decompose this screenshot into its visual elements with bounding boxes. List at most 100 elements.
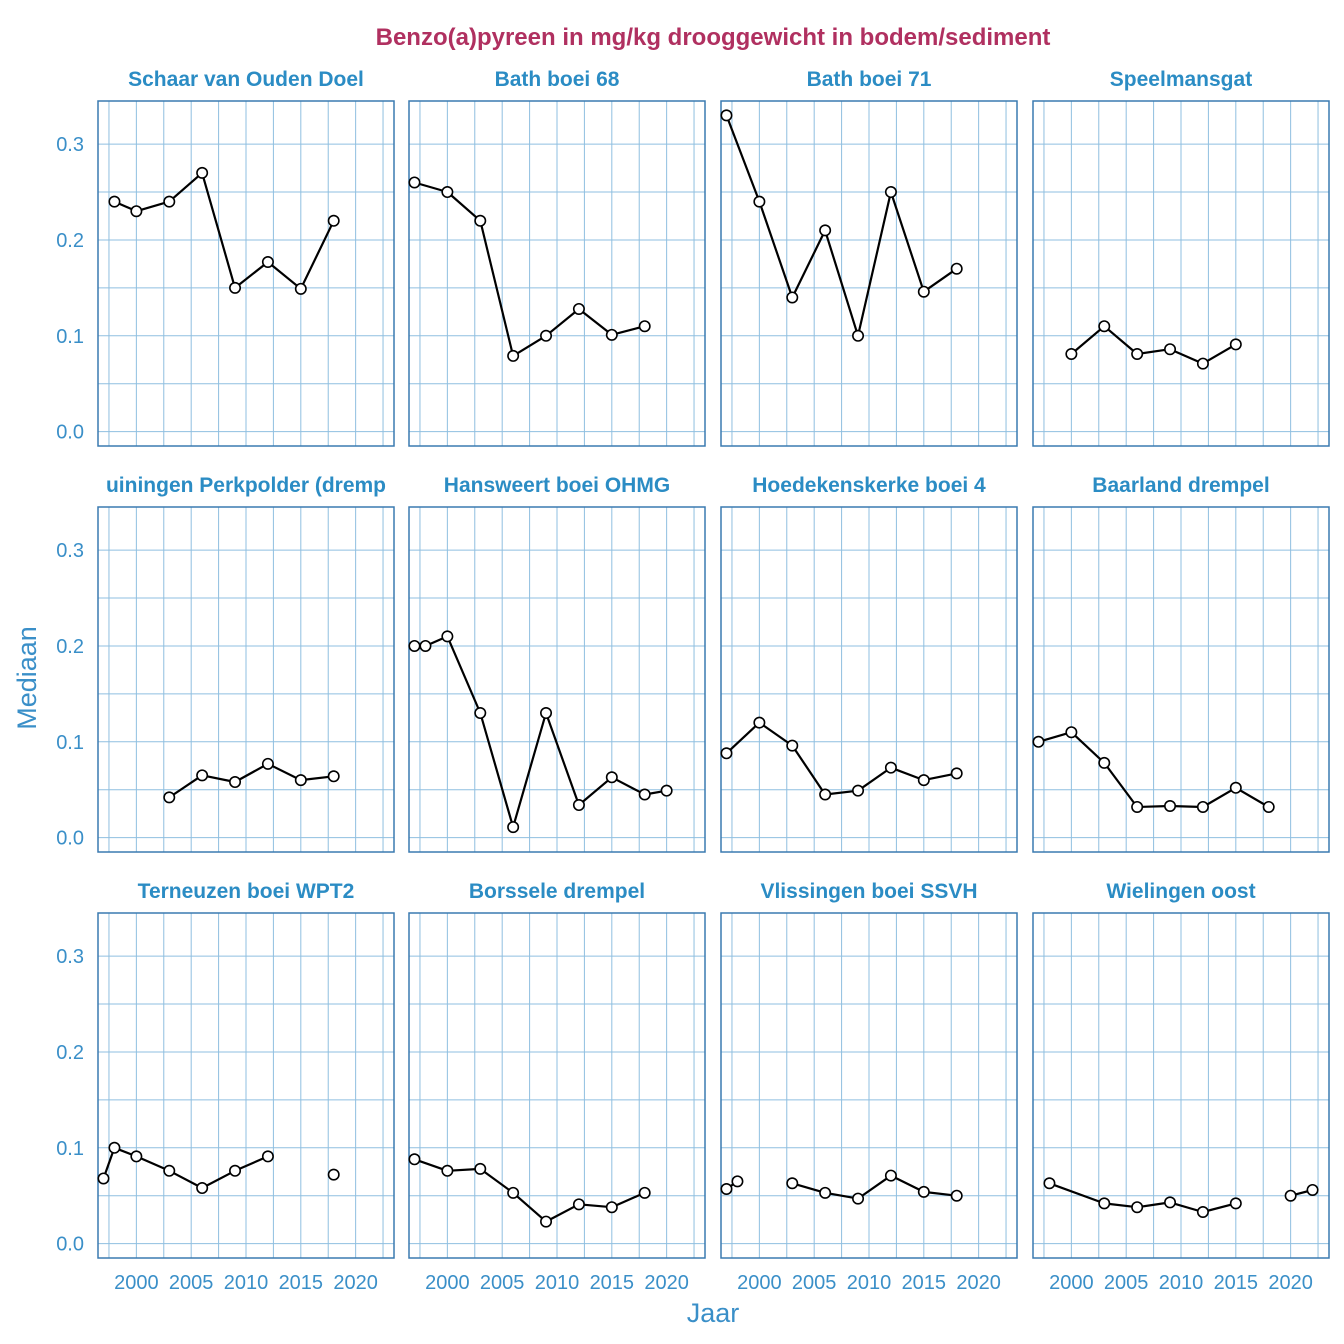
- y-tick-label: 0.0: [56, 1234, 84, 1256]
- data-point: [852, 329, 865, 342]
- x-tick-label: 2000: [425, 1272, 470, 1294]
- x-tick-label: 2000: [1049, 1272, 1094, 1294]
- y-tick-label: 0.3: [56, 540, 84, 562]
- data-point: [819, 224, 832, 237]
- data-point: [1196, 800, 1209, 813]
- data-point: [884, 761, 897, 774]
- facet-strip-label: Wielingen oost: [1106, 880, 1255, 903]
- data-point: [819, 1186, 832, 1199]
- gridlines: [98, 101, 394, 446]
- data-point: [507, 349, 520, 362]
- data-point: [884, 186, 897, 199]
- data-point: [917, 774, 930, 787]
- data-point: [196, 769, 209, 782]
- gridlines: [721, 507, 1017, 852]
- data-point: [196, 166, 209, 179]
- facet-strip-label: Bath boei 68: [495, 68, 620, 91]
- panel-border: [97, 506, 395, 853]
- panel-border: [408, 912, 706, 1259]
- x-tick-label: 2020: [333, 1272, 378, 1294]
- x-tick-label: 2015: [279, 1272, 324, 1294]
- panel-border: [720, 912, 1018, 1259]
- data-point: [163, 1164, 176, 1177]
- data-point: [294, 282, 307, 295]
- x-tick-label: 2010: [224, 1272, 269, 1294]
- data-point: [261, 255, 274, 268]
- data-point: [474, 1162, 487, 1175]
- data-point: [108, 195, 121, 208]
- data-point: [130, 1150, 143, 1163]
- facet-panel: Vlissingen boei SSVH 2000 2005 2010 2015 2020: [720, 880, 1018, 1294]
- data-point: [852, 784, 865, 797]
- facet-strip-label: Baarland drempel: [1092, 474, 1269, 497]
- data-point: [1229, 338, 1242, 351]
- data-point: [294, 774, 307, 787]
- data-point: [1098, 1197, 1111, 1210]
- data-point: [753, 716, 766, 729]
- data-point: [819, 788, 832, 801]
- data-point: [507, 821, 520, 834]
- data-point: [1306, 1183, 1319, 1196]
- gridlines: [98, 913, 394, 1258]
- panel-border: [1032, 912, 1330, 1259]
- gridlines: [721, 101, 1017, 446]
- data-point: [130, 205, 143, 218]
- data-point: [1164, 343, 1177, 356]
- data-point: [950, 767, 963, 780]
- data-point: [605, 1201, 618, 1214]
- data-point: [1196, 357, 1209, 370]
- data-point: [605, 771, 618, 784]
- data-point: [1229, 1197, 1242, 1210]
- facet-panel: Borssele drempel 2000 2005 2010 2015 2020: [408, 880, 706, 1294]
- data-point: [327, 214, 340, 227]
- y-tick-label: 0.1: [56, 326, 84, 348]
- facet-panel: Hansweert boei OHMG: [408, 474, 706, 853]
- data-point: [786, 739, 799, 752]
- data-point: [1229, 781, 1242, 794]
- x-tick-label: 2020: [1268, 1272, 1313, 1294]
- gridlines: [1033, 101, 1329, 446]
- y-tick-label: 0.2: [56, 636, 84, 658]
- x-tick-label: 2000: [737, 1272, 782, 1294]
- panel-border: [97, 912, 395, 1259]
- x-tick-label: 2010: [847, 1272, 892, 1294]
- panel-border: [97, 100, 395, 447]
- data-point: [229, 1164, 242, 1177]
- facet-panel: Speelmansgat: [1032, 68, 1330, 447]
- gridlines: [409, 507, 705, 852]
- data-point: [572, 1198, 585, 1211]
- facet-strip-label: Bath boei 71: [807, 68, 932, 91]
- gridlines: [1033, 913, 1329, 1258]
- data-point: [229, 281, 242, 294]
- y-tick-label: 0.0: [56, 422, 84, 444]
- x-tick-label: 2005: [169, 1272, 214, 1294]
- series-line: [791, 1174, 957, 1200]
- facet-strip-label: Terneuzen boei WPT2: [138, 880, 355, 903]
- facet-panel: Schaar van Ouden Doel 0.0 0.1 0.2 0.3: [56, 68, 395, 447]
- data-point: [441, 186, 454, 199]
- panel-grid: Schaar van Ouden Doel 0.0 0.1 0.2 0.3 Bath bo…: [56, 68, 1330, 1294]
- series-line: [168, 762, 334, 799]
- y-tick-label: 0.1: [56, 1138, 84, 1160]
- panel-border: [720, 506, 1018, 853]
- facet-panel: Hoedekenskerke boei 4: [720, 474, 1018, 853]
- data-point: [1065, 726, 1078, 739]
- data-point: [163, 791, 176, 804]
- data-point: [261, 1150, 274, 1163]
- facet-strip-label: Hoedekenskerke boei 4: [752, 474, 986, 497]
- x-tick-label: 2000: [114, 1272, 159, 1294]
- gridlines: [98, 507, 394, 852]
- facet-strip-label: Schaar van Ouden Doel: [128, 68, 364, 91]
- x-tick-label: 2020: [956, 1272, 1001, 1294]
- data-point: [1065, 347, 1078, 360]
- y-tick-label: 0.0: [56, 828, 84, 850]
- facet-strip-label: Vlissingen boei SSVH: [760, 880, 977, 903]
- panel-border: [408, 506, 706, 853]
- facet-panel: Baarland drempel: [1032, 474, 1330, 853]
- data-point: [605, 328, 618, 341]
- data-point: [917, 285, 930, 298]
- x-tick-label: 2005: [1104, 1272, 1149, 1294]
- data-point: [638, 1186, 651, 1199]
- data-point: [1284, 1189, 1297, 1202]
- data-point: [950, 262, 963, 275]
